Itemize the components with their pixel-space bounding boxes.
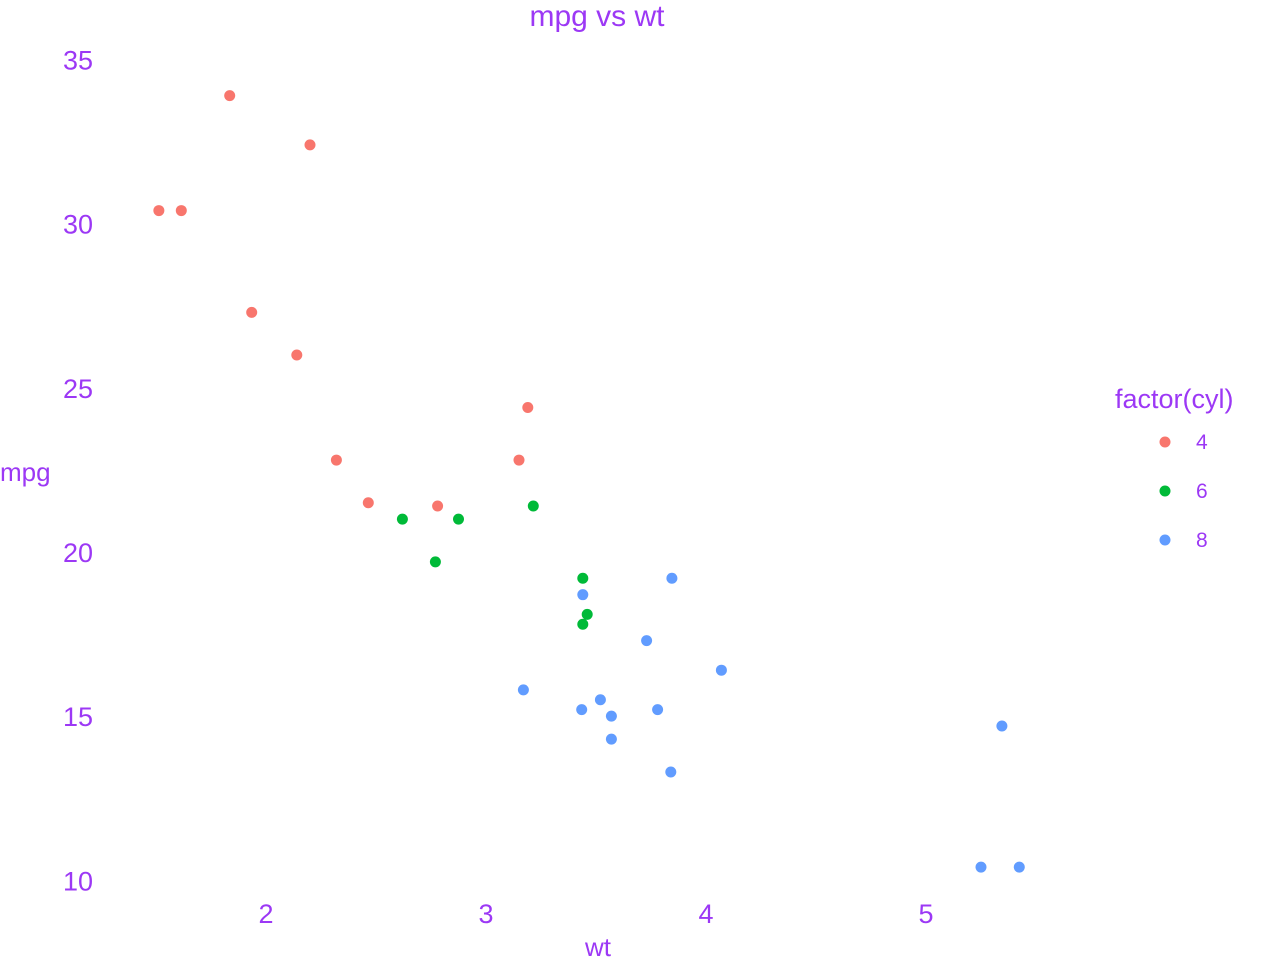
- x-tick-label: 4: [698, 899, 713, 929]
- y-axis: 10 15 20 25 30 35: [63, 46, 93, 897]
- legend-key-8: [1159, 534, 1171, 546]
- data-point: [1013, 861, 1025, 873]
- y-tick-label: 35: [63, 46, 93, 76]
- series-8: [517, 572, 1025, 873]
- data-point: [652, 704, 664, 716]
- chart-title: mpg vs wt: [529, 0, 665, 33]
- data-point: [576, 704, 588, 716]
- data-point: [153, 205, 165, 217]
- data-point: [577, 572, 589, 584]
- data-point: [581, 608, 593, 620]
- data-point: [291, 349, 303, 361]
- y-axis-title: mpg: [0, 457, 51, 487]
- x-axis-title: wt: [584, 932, 612, 960]
- data-point: [605, 733, 617, 745]
- x-axis: 2 3 4 5: [258, 899, 933, 929]
- data-point: [224, 90, 236, 102]
- data-point: [665, 766, 677, 778]
- data-point: [513, 454, 525, 466]
- legend-items: 4 6 8: [1159, 431, 1208, 552]
- data-point: [594, 694, 606, 706]
- y-tick-label: 15: [63, 702, 93, 732]
- legend-label: 8: [1196, 529, 1208, 552]
- x-tick-label: 5: [918, 899, 933, 929]
- data-point: [304, 139, 316, 151]
- legend-key-4: [1159, 436, 1171, 448]
- data-point: [396, 513, 408, 525]
- legend-key-6: [1159, 485, 1171, 497]
- x-tick-label: 2: [258, 899, 273, 929]
- points-layer: [153, 90, 1025, 873]
- data-point: [527, 500, 539, 512]
- y-tick-label: 30: [63, 210, 93, 240]
- data-point: [666, 572, 678, 584]
- data-point: [715, 664, 727, 676]
- series-4: [153, 90, 534, 512]
- y-tick-label: 10: [63, 866, 93, 896]
- data-point: [175, 205, 187, 217]
- data-point: [429, 556, 441, 568]
- data-point: [577, 589, 589, 601]
- data-point: [577, 618, 589, 630]
- legend: factor(cyl) 4 6 8: [1115, 384, 1234, 552]
- y-tick-label: 20: [63, 538, 93, 568]
- series-6: [396, 500, 593, 630]
- legend-title: factor(cyl): [1115, 384, 1234, 414]
- data-point: [517, 684, 529, 696]
- data-point: [246, 306, 258, 318]
- data-point: [641, 635, 653, 647]
- data-point: [522, 402, 534, 414]
- data-point: [605, 710, 617, 722]
- data-point: [362, 497, 374, 509]
- data-point: [432, 500, 444, 512]
- y-tick-label: 25: [63, 374, 93, 404]
- data-point: [975, 861, 987, 873]
- x-tick-label: 3: [478, 899, 493, 929]
- data-point: [453, 513, 464, 525]
- data-point: [996, 720, 1008, 732]
- legend-label: 4: [1196, 431, 1208, 454]
- legend-label: 6: [1196, 480, 1208, 503]
- data-point: [330, 454, 342, 466]
